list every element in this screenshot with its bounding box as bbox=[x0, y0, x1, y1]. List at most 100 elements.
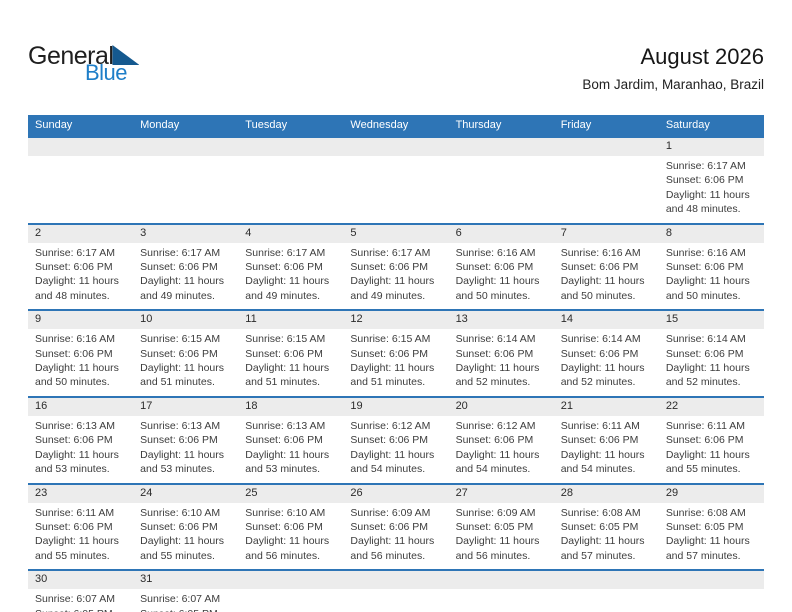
day-info-line: Daylight: 11 hours bbox=[245, 275, 330, 288]
day-info-line: Sunset: 6:06 PM bbox=[455, 261, 534, 274]
day-number bbox=[238, 138, 344, 156]
calendar-empty-cell bbox=[343, 571, 449, 612]
day-number: 17 bbox=[133, 397, 239, 416]
day-info-line: Sunset: 6:06 PM bbox=[35, 261, 113, 274]
day-info-line: Daylight: 11 hours bbox=[665, 275, 750, 288]
day-info-line: Daylight: 11 hours bbox=[455, 535, 540, 548]
calendar-weeks: 1 Sunrise: 6:17 AM Sunset: 6:06 PM Daylight… bbox=[28, 136, 764, 612]
day-number: 13 bbox=[448, 311, 554, 330]
day-sun-info: Sunrise: 6:17 AM Sunset: 6:06 PM Daylight:… bbox=[659, 156, 764, 223]
day-info-line: and 49 minutes. bbox=[245, 289, 320, 302]
day-number bbox=[28, 138, 134, 156]
week-row: 16 Sunrise: 6:13 AM Sunset: 6:06 PM Dayligh… bbox=[28, 395, 764, 483]
day-info-line: and 52 minutes. bbox=[665, 376, 741, 389]
day-sun-info: Sunrise: 6:10 AM Sunset: 6:06 PM Daylight:… bbox=[238, 503, 343, 570]
day-info-line: Daylight: 11 hours bbox=[665, 535, 750, 548]
calendar-day-cell: 4 Sunrise: 6:17 AM Sunset: 6:06 PM Daylight… bbox=[238, 224, 344, 310]
day-info-line: Daylight: 11 hours bbox=[350, 535, 435, 548]
calendar-day-cell: 23 Sunrise: 6:11 AM Sunset: 6:06 PM Dayligh… bbox=[28, 484, 134, 570]
day-number: 16 bbox=[28, 397, 134, 416]
day-info-line: Sunrise: 6:12 AM bbox=[350, 419, 431, 432]
day-info-line: Daylight: 11 hours bbox=[455, 448, 540, 461]
day-info-line: Sunset: 6:06 PM bbox=[665, 174, 744, 187]
general-blue-logo: General Blue bbox=[28, 44, 140, 84]
calendar-day-cell: 2 Sunrise: 6:17 AM Sunset: 6:06 PM Daylight… bbox=[28, 224, 134, 310]
day-info-line: Sunrise: 6:17 AM bbox=[665, 160, 746, 172]
day-sun-info: Sunrise: 6:11 AM Sunset: 6:06 PM Daylight:… bbox=[554, 416, 659, 483]
day-sun-info: Sunrise: 6:17 AM Sunset: 6:06 PM Daylight:… bbox=[28, 243, 133, 310]
calendar-day-cell: 11 Sunrise: 6:15 AM Sunset: 6:06 PM Dayligh… bbox=[238, 311, 344, 396]
day-info-line: Sunset: 6:06 PM bbox=[140, 434, 218, 447]
day-info-line: Sunrise: 6:15 AM bbox=[140, 333, 221, 346]
day-number: 4 bbox=[238, 224, 344, 243]
weekday-header-saturday: Saturday bbox=[665, 119, 710, 131]
calendar-empty-cell bbox=[658, 571, 764, 612]
day-info-line: Daylight: 11 hours bbox=[35, 362, 119, 375]
day-info-line: and 53 minutes. bbox=[35, 463, 110, 476]
day-info-line: Sunrise: 6:16 AM bbox=[455, 246, 536, 259]
weekday-header-row: Sunday Monday Tuesday Wednesday Thursday Frid… bbox=[28, 115, 764, 136]
day-info-line: Sunset: 6:06 PM bbox=[245, 520, 323, 533]
weekday-header-wednesday: Wednesday bbox=[350, 119, 409, 131]
week-row: 2 Sunrise: 6:17 AM Sunset: 6:06 PM Daylight… bbox=[28, 222, 764, 310]
day-info-line: and 57 minutes. bbox=[560, 549, 636, 562]
day-sun-info: Sunrise: 6:16 AM Sunset: 6:06 PM Daylight:… bbox=[28, 329, 133, 396]
day-info-line: Sunrise: 6:13 AM bbox=[140, 419, 221, 432]
day-info-line: Sunrise: 6:11 AM bbox=[560, 419, 640, 432]
day-info-line: Daylight: 11 hours bbox=[140, 448, 224, 461]
day-info-line: and 54 minutes. bbox=[560, 463, 636, 476]
page-header: General Blue August 2026 Bom Jardim, Mar… bbox=[28, 0, 764, 105]
day-info-line: Daylight: 11 hours bbox=[560, 362, 645, 375]
calendar-day-cell: 15 Sunrise: 6:14 AM Sunset: 6:06 PM Dayligh… bbox=[658, 311, 764, 396]
day-info-line: Daylight: 11 hours bbox=[35, 275, 119, 288]
day-info-line: Daylight: 11 hours bbox=[35, 535, 119, 548]
calendar-day-cell: 26 Sunrise: 6:09 AM Sunset: 6:06 PM Dayligh… bbox=[343, 484, 449, 570]
calendar-empty-cell bbox=[238, 138, 344, 223]
day-info-line: and 50 minutes. bbox=[455, 289, 531, 302]
week-row: 23 Sunrise: 6:11 AM Sunset: 6:06 PM Dayligh… bbox=[28, 482, 764, 570]
day-info-line: Sunrise: 6:11 AM bbox=[35, 506, 115, 519]
day-info-line: Daylight: 11 hours bbox=[140, 362, 224, 375]
day-number: 31 bbox=[133, 571, 239, 590]
weekday-header-thursday: Thursday bbox=[455, 119, 502, 131]
day-info-line: Sunrise: 6:07 AM bbox=[35, 593, 115, 606]
day-sun-info: Sunrise: 6:15 AM Sunset: 6:06 PM Daylight:… bbox=[343, 329, 448, 396]
day-number: 14 bbox=[553, 311, 659, 330]
day-info-line: Sunrise: 6:17 AM bbox=[245, 246, 326, 259]
day-sun-info: Sunrise: 6:14 AM Sunset: 6:06 PM Daylight:… bbox=[449, 329, 554, 396]
day-info-line: Sunset: 6:06 PM bbox=[35, 434, 113, 447]
day-info-line: Daylight: 11 hours bbox=[350, 448, 435, 461]
calendar-day-cell: 13 Sunrise: 6:14 AM Sunset: 6:06 PM Dayligh… bbox=[448, 311, 554, 396]
calendar-grid: Sunday Monday Tuesday Wednesday Thursday Frid… bbox=[28, 115, 764, 612]
day-number bbox=[553, 571, 659, 590]
day-sun-info: Sunrise: 6:13 AM Sunset: 6:06 PM Daylight:… bbox=[28, 416, 133, 483]
calendar-day-cell: 10 Sunrise: 6:15 AM Sunset: 6:06 PM Dayligh… bbox=[133, 311, 239, 396]
day-info-line: Sunrise: 6:08 AM bbox=[560, 506, 641, 519]
day-info-line: Sunrise: 6:17 AM bbox=[350, 246, 431, 259]
day-sun-info: Sunrise: 6:16 AM Sunset: 6:06 PM Daylight:… bbox=[659, 243, 764, 310]
day-info-line: and 49 minutes. bbox=[350, 289, 426, 302]
day-info-line: Sunrise: 6:16 AM bbox=[665, 246, 746, 259]
day-sun-info: Sunrise: 6:14 AM Sunset: 6:06 PM Daylight:… bbox=[554, 329, 659, 396]
day-info-line: Sunrise: 6:16 AM bbox=[560, 246, 641, 259]
day-number: 8 bbox=[658, 224, 764, 243]
day-number bbox=[238, 571, 344, 590]
day-info-line: Sunrise: 6:14 AM bbox=[560, 333, 641, 346]
day-number bbox=[133, 138, 239, 156]
weekday-header-friday: Friday bbox=[560, 119, 592, 131]
day-sun-info: Sunrise: 6:11 AM Sunset: 6:06 PM Daylight:… bbox=[28, 503, 133, 570]
day-sun-info: Sunrise: 6:11 AM Sunset: 6:06 PM Daylight:… bbox=[659, 416, 764, 483]
day-number: 10 bbox=[133, 311, 239, 330]
day-number: 1 bbox=[658, 138, 764, 156]
weekday-header-sunday: Sunday bbox=[35, 119, 73, 131]
day-info-line: Sunset: 6:06 PM bbox=[245, 261, 323, 274]
day-info-line: and 56 minutes. bbox=[350, 549, 426, 562]
day-info-line: Sunset: 6:06 PM bbox=[350, 520, 429, 533]
day-info-line: and 55 minutes. bbox=[140, 549, 215, 562]
calendar-day-cell: 21 Sunrise: 6:11 AM Sunset: 6:06 PM Dayligh… bbox=[553, 397, 659, 483]
day-info-line: Sunset: 6:06 PM bbox=[140, 520, 218, 533]
calendar-day-cell: 22 Sunrise: 6:11 AM Sunset: 6:06 PM Dayligh… bbox=[658, 397, 764, 483]
day-info-line: and 52 minutes. bbox=[455, 376, 531, 389]
day-number: 12 bbox=[343, 311, 449, 330]
